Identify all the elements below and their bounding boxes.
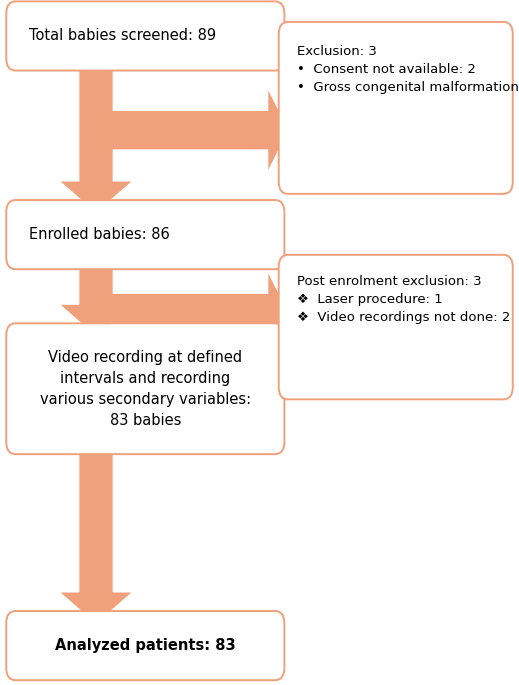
Text: Analyzed patients: 83: Analyzed patients: 83: [55, 638, 236, 653]
FancyBboxPatch shape: [6, 200, 284, 269]
Polygon shape: [61, 442, 131, 623]
Text: Video recording at defined
intervals and recording
various secondary variables:
: Video recording at defined intervals and…: [40, 350, 251, 428]
Text: Post enrolment exclusion: 3
❖  Laser procedure: 1
❖  Video recordings not done: : Post enrolment exclusion: 3 ❖ Laser proc…: [297, 275, 510, 325]
FancyBboxPatch shape: [279, 22, 513, 194]
FancyBboxPatch shape: [279, 255, 513, 399]
Polygon shape: [112, 273, 288, 353]
Text: Exclusion: 3
•  Consent not available: 2
•  Gross congenital malformation: 1: Exclusion: 3 • Consent not available: 2 …: [297, 45, 519, 95]
FancyBboxPatch shape: [6, 323, 284, 454]
FancyBboxPatch shape: [6, 611, 284, 680]
Polygon shape: [61, 257, 131, 336]
Polygon shape: [112, 90, 288, 170]
Text: Total babies screened: 89: Total babies screened: 89: [29, 29, 216, 43]
Text: Enrolled babies: 86: Enrolled babies: 86: [29, 227, 169, 242]
Polygon shape: [61, 58, 131, 212]
FancyBboxPatch shape: [6, 1, 284, 71]
